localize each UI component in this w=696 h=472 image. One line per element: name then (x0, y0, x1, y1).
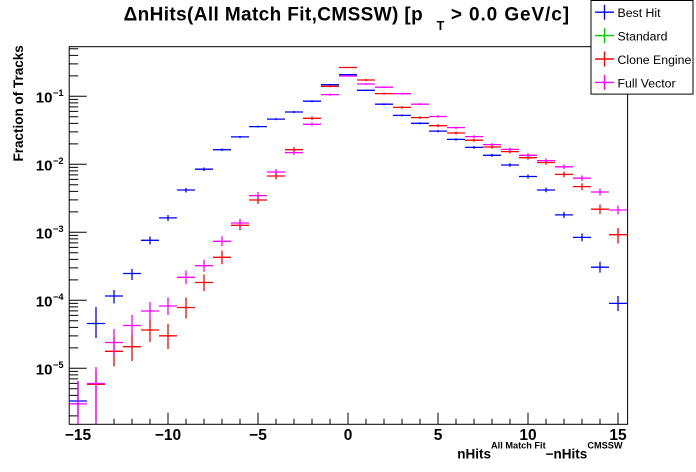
svg-text:10: 10 (36, 362, 53, 379)
svg-text:15: 15 (609, 427, 627, 444)
svg-text:Fraction of Tracks: Fraction of Tracks (11, 45, 26, 161)
svg-text:−2: −2 (53, 156, 64, 166)
svg-text:−5: −5 (53, 360, 64, 370)
svg-text:Standard: Standard (618, 30, 668, 44)
svg-text:10: 10 (36, 158, 53, 175)
svg-text:−5: −5 (249, 427, 267, 444)
svg-text:10: 10 (36, 226, 53, 243)
svg-text:10: 10 (519, 427, 536, 444)
svg-text:10: 10 (36, 90, 53, 107)
svg-text:0: 0 (344, 427, 353, 444)
svg-text:10: 10 (36, 294, 53, 311)
svg-text:5: 5 (434, 427, 443, 444)
svg-text:−15: −15 (65, 427, 92, 444)
svg-text:−4: −4 (53, 292, 64, 302)
svg-text:−10: −10 (155, 427, 181, 444)
svg-text:Best Hit: Best Hit (618, 6, 662, 20)
svg-text:Clone Engine: Clone Engine (618, 53, 692, 67)
svg-text:−3: −3 (53, 224, 64, 234)
svg-text:−1: −1 (53, 88, 64, 98)
svg-text:Full Vector: Full Vector (618, 76, 676, 90)
